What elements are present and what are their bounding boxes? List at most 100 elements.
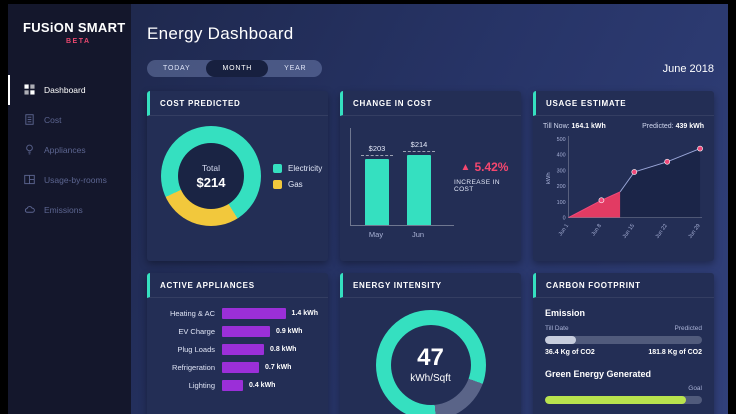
sidebar-item-label: Emissions (44, 205, 83, 215)
appliance-row: Refrigeration 0.7 kWh (157, 362, 318, 373)
app-logo: FUSiON SMART (23, 20, 126, 35)
predicted-value: 181.8 Kg of CO2 (648, 349, 702, 356)
emission-progress (545, 336, 702, 344)
bar (365, 159, 389, 225)
electricity-swatch (273, 163, 282, 173)
tab-month[interactable]: MONTH (206, 60, 269, 77)
predicted-label: Predicted: (642, 123, 674, 130)
till-now-value: 164.1 kWh (571, 123, 606, 130)
appliance-row: Heating & AC 1.4 kWh (157, 308, 318, 319)
appliance-value: 0.9 kWh (276, 328, 303, 335)
predicted-value: 439 kWh (675, 123, 704, 130)
legend-item-gas: Gas (273, 179, 322, 189)
svg-text:kWh: kWh (546, 172, 552, 184)
rooms-icon (24, 174, 35, 187)
appliance-value: 1.4 kWh (291, 310, 318, 317)
tab-year[interactable]: YEAR (284, 65, 307, 72)
card-title: COST PREDICTED (147, 91, 328, 116)
svg-text:400: 400 (557, 153, 566, 159)
sidebar-item-label: Cost (44, 115, 62, 125)
appliance-bar (222, 308, 286, 319)
sidebar-item-dashboard[interactable]: Dashboard (8, 75, 131, 105)
card-energy-intensity: ENERGY INTENSITY 47 kWh/Sqft (340, 273, 521, 414)
svg-text:Jun 1: Jun 1 (558, 223, 570, 237)
donut-center: Total $214 (178, 143, 244, 209)
beta-badge: BETA (66, 38, 91, 45)
bar-may: $203 (361, 144, 393, 225)
controls-row: TODAY MONTH YEAR June 2018 (147, 60, 714, 77)
current-period: June 2018 (662, 62, 714, 75)
sidebar-item-label: Appliances (44, 145, 86, 155)
appliance-row: EV Charge 0.9 kWh (157, 326, 318, 337)
appliance-label: Refrigeration (172, 363, 215, 372)
bar (407, 155, 431, 225)
svg-text:Jun 29: Jun 29 (688, 223, 702, 240)
cost-change-indicator: ▲ 5.42% (461, 160, 509, 174)
donut-total-value: $214 (196, 174, 226, 190)
card-title: CARBON FOOTPRINT (533, 273, 714, 298)
svg-text:300: 300 (557, 168, 566, 174)
dashed-marker (361, 155, 393, 156)
donut-total-label: Total (202, 162, 220, 173)
donut-legend: Electricity Gas (273, 163, 323, 189)
appliance-bar (222, 344, 264, 355)
gas-swatch (273, 179, 282, 189)
sidebar-item-label: Usage-by-rooms (44, 175, 107, 185)
emission-progress-fill (545, 336, 577, 344)
sidebar-item-usage-by-rooms[interactable]: Usage-by-rooms (8, 165, 131, 195)
app-frame: FUSiON SMART BETA Dashboard Cost Applian… (8, 4, 728, 414)
appliance-label: Lighting (188, 381, 215, 390)
change-percent: 5.42% (474, 160, 509, 174)
predicted-stat: Predicted: 439 kWh (642, 123, 704, 130)
card-cost-predicted: COST PREDICTED Total $214 Electricity (147, 91, 328, 261)
tab-today[interactable]: TODAY (163, 65, 191, 72)
svg-text:100: 100 (557, 200, 566, 206)
sidebar-nav: Dashboard Cost Appliances Usage-by-rooms (8, 75, 131, 225)
svg-text:Jun 8: Jun 8 (591, 223, 603, 237)
page-title: Energy Dashboard (147, 24, 294, 43)
till-date-label: Till Date (545, 325, 569, 332)
up-triangle-icon: ▲ (460, 161, 471, 173)
legend-item-electricity: Electricity (273, 163, 323, 173)
intensity-gauge: 47 kWh/Sqft (375, 310, 486, 414)
appliance-bar (222, 326, 270, 337)
appliance-label: Heating & AC (169, 309, 215, 318)
sidebar-item-label: Dashboard (44, 85, 86, 95)
appliance-value: 0.8 kWh (270, 346, 297, 353)
sidebar-item-emissions[interactable]: Emissions (8, 195, 131, 225)
gauge-center: 47 kWh/Sqft (390, 325, 471, 405)
dashed-marker (403, 151, 435, 152)
till-now-label: Till Now: (543, 123, 570, 130)
appliance-value: 0.7 kWh (265, 364, 292, 371)
card-title: USAGE ESTIMATE (533, 91, 714, 116)
appliance-label: Plug Loads (177, 345, 215, 354)
card-carbon-footprint: CARBON FOOTPRINT Emission Till Date Pred… (533, 273, 714, 414)
svg-text:Jun 15: Jun 15 (622, 223, 636, 240)
appliance-label: EV Charge (178, 327, 215, 336)
green-energy-progress (545, 396, 702, 404)
bar-label: May (368, 230, 384, 239)
till-now-stat: Till Now: 164.1 kWh (543, 123, 606, 130)
svg-text:500: 500 (557, 137, 566, 143)
intensity-unit: kWh/Sqft (410, 373, 451, 384)
legend-label: Electricity (288, 163, 323, 173)
appliances-icon (24, 144, 35, 157)
appliance-bar (222, 362, 259, 373)
sidebar-item-cost[interactable]: Cost (8, 105, 131, 135)
change-caption: INCREASE IN COST (454, 179, 500, 193)
emissions-icon (24, 204, 35, 217)
predicted-label: Predicted (674, 325, 702, 332)
appliance-bar (222, 380, 243, 391)
sidebar: FUSiON SMART BETA Dashboard Cost Applian… (8, 4, 131, 414)
sidebar-item-appliances[interactable]: Appliances (8, 135, 131, 165)
appliance-value: 0.4 kWh (249, 382, 276, 389)
main-content: Energy Dashboard TODAY MONTH YEAR June 2… (131, 4, 728, 414)
intensity-value: 47 (417, 344, 444, 371)
svg-text:Jun 22: Jun 22 (655, 223, 669, 240)
appliance-row: Plug Loads 0.8 kWh (157, 344, 318, 355)
bar-value: $214 (410, 140, 428, 149)
emission-heading: Emission (545, 308, 586, 318)
appliance-bar-chart: Heating & AC 1.4 kWh EV Charge 0.9 kWh P… (147, 298, 328, 391)
cards-grid: COST PREDICTED Total $214 Electricity (147, 91, 714, 414)
cost-bar-chart: $203 $214 May Jun (350, 128, 454, 239)
